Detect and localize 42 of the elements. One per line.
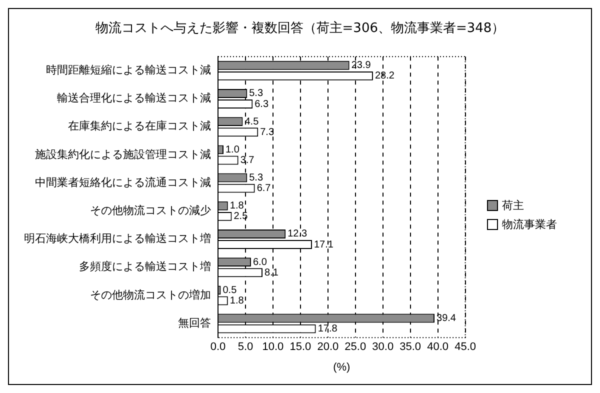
chart-title: 物流コストへ与えた影響・複数回答（荷主=306、物流事業者=348） <box>94 20 506 38</box>
x-tick-label: 35.0 <box>400 341 422 354</box>
y-tick-label: その他物流コストの増加 <box>90 288 211 302</box>
y-tick-label: 多頻度による輸送コスト増 <box>79 260 211 274</box>
x-axis-title: (%) <box>333 361 350 374</box>
y-tick-label: 時間距離短縮による輸送コスト減 <box>46 64 211 77</box>
data-label: 0.5 <box>222 284 238 296</box>
data-label: 3.7 <box>240 154 255 166</box>
data-label: 17.1 <box>314 239 334 250</box>
data-label: 28.2 <box>374 70 395 82</box>
data-label: 39.4 <box>436 313 456 324</box>
data-label: 2.5 <box>234 211 248 222</box>
data-label: 5.3 <box>249 88 264 100</box>
x-tick-label: 5.0 <box>238 341 254 354</box>
y-tick-label: 輸送合理化による輸送コスト減 <box>57 92 211 105</box>
data-label: 6.7 <box>256 183 272 194</box>
y-tick-label: 在庫集約による在庫コスト減 <box>68 120 211 133</box>
data-label: 17.8 <box>318 324 338 335</box>
data-label: 6.3 <box>254 98 269 110</box>
text: 物流事業者 <box>502 216 557 232</box>
x-tick-label: 20.0 <box>317 341 339 354</box>
x-tick-label: 25.0 <box>344 341 366 354</box>
x-tick-label: 45.0 <box>454 341 476 354</box>
y-tick-label: 中間業者短絡化による流通コスト減 <box>35 176 211 189</box>
y-tick-label: その他物流コストの減少 <box>90 204 211 218</box>
x-tick-label: 10.0 <box>262 341 284 354</box>
y-tick-label: 施設集約化による施設管理コスト減 <box>35 148 211 161</box>
x-tick-label: 15.0 <box>290 341 312 354</box>
x-tick-label: 40.0 <box>427 341 449 354</box>
data-label: 5.3 <box>249 172 264 184</box>
data-label: 1.8 <box>230 295 244 306</box>
data-label: 1.8 <box>230 200 244 212</box>
y-tick-label: 無回答 <box>178 316 211 330</box>
x-tick-label: 0.0 <box>210 341 226 354</box>
legend-label: 荷主 <box>502 198 524 212</box>
y-tick-label: 明石海峡大橋利用による輸送コスト増 <box>24 232 211 246</box>
data-label: 23.9 <box>351 60 372 72</box>
x-tick-label: 30.0 <box>372 341 394 354</box>
data-label: 6.0 <box>252 256 268 268</box>
data-label: 12.3 <box>288 228 308 240</box>
data-label: 1.0 <box>225 144 240 156</box>
data-label: 8.1 <box>264 267 279 278</box>
